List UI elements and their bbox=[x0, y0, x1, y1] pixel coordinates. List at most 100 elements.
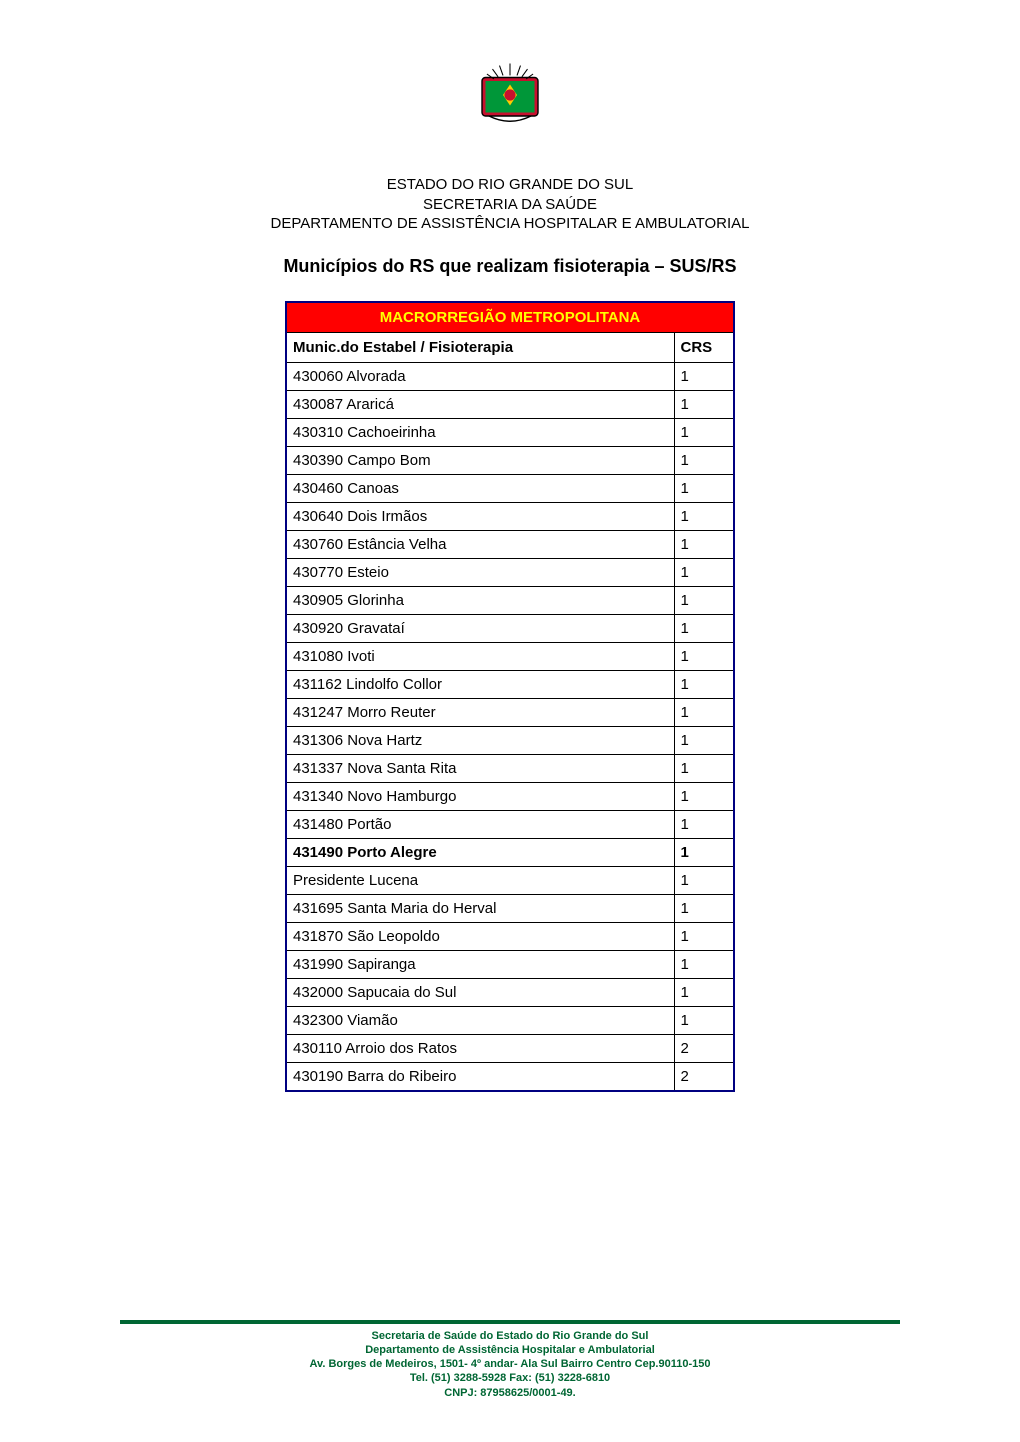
header-line-3: DEPARTAMENTO DE ASSISTÊNCIA HOSPITALAR E… bbox=[0, 214, 1020, 234]
table-row: 431162 Lindolfo Collor1 bbox=[286, 670, 734, 698]
municipio-cell: 431080 Ivoti bbox=[286, 642, 674, 670]
crs-cell: 1 bbox=[674, 670, 734, 698]
crs-cell: 1 bbox=[674, 530, 734, 558]
table-row: 430770 Esteio1 bbox=[286, 558, 734, 586]
header-line-2: SECRETARIA DA SAÚDE bbox=[0, 195, 1020, 215]
municipio-cell: Presidente Lucena bbox=[286, 866, 674, 894]
crs-cell: 2 bbox=[674, 1062, 734, 1091]
column-header-municipio: Munic.do Estabel / Fisioterapia bbox=[286, 332, 674, 362]
municipio-cell: 431490 Porto Alegre bbox=[286, 838, 674, 866]
table-row: 430760 Estância Velha1 bbox=[286, 530, 734, 558]
crs-cell: 1 bbox=[674, 474, 734, 502]
crs-cell: 2 bbox=[674, 1034, 734, 1062]
region-header-row: MACRORREGIÃO METROPOLITANA bbox=[286, 302, 734, 333]
footer-line-4: Tel. (51) 3288-5928 Fax: (51) 3228-6810 bbox=[0, 1371, 1020, 1385]
municipio-cell: 430190 Barra do Ribeiro bbox=[286, 1062, 674, 1091]
crs-cell: 1 bbox=[674, 782, 734, 810]
table-row: 432000 Sapucaia do Sul1 bbox=[286, 978, 734, 1006]
municipio-cell: 431337 Nova Santa Rita bbox=[286, 754, 674, 782]
crs-cell: 1 bbox=[674, 866, 734, 894]
header-line-1: ESTADO DO RIO GRANDE DO SUL bbox=[0, 175, 1020, 195]
crs-cell: 1 bbox=[674, 558, 734, 586]
municipio-cell: 430920 Gravataí bbox=[286, 614, 674, 642]
table-row: 430905 Glorinha1 bbox=[286, 586, 734, 614]
crs-cell: 1 bbox=[674, 754, 734, 782]
table-row: 431337 Nova Santa Rita1 bbox=[286, 754, 734, 782]
table-row: 431695 Santa Maria do Herval1 bbox=[286, 894, 734, 922]
table-row: 430390 Campo Bom1 bbox=[286, 446, 734, 474]
municipio-cell: 431340 Novo Hamburgo bbox=[286, 782, 674, 810]
crs-cell: 1 bbox=[674, 586, 734, 614]
municipio-cell: 430905 Glorinha bbox=[286, 586, 674, 614]
table-row: 430060 Alvorada1 bbox=[286, 362, 734, 390]
logo-container bbox=[0, 60, 1020, 135]
table-row: 431490 Porto Alegre1 bbox=[286, 838, 734, 866]
crs-cell: 1 bbox=[674, 418, 734, 446]
crs-cell: 1 bbox=[674, 894, 734, 922]
crs-cell: 1 bbox=[674, 978, 734, 1006]
table-row: 431480 Portão1 bbox=[286, 810, 734, 838]
municipio-cell: 430087 Araricá bbox=[286, 390, 674, 418]
municipio-cell: 430770 Esteio bbox=[286, 558, 674, 586]
municipio-cell: 432300 Viamão bbox=[286, 1006, 674, 1034]
crs-cell: 1 bbox=[674, 1006, 734, 1034]
table-row: 430920 Gravataí1 bbox=[286, 614, 734, 642]
table-row: 430190 Barra do Ribeiro2 bbox=[286, 1062, 734, 1091]
crs-cell: 1 bbox=[674, 362, 734, 390]
crs-cell: 1 bbox=[674, 390, 734, 418]
footer-line-5: CNPJ: 87958625/0001-49. bbox=[0, 1386, 1020, 1400]
crs-cell: 1 bbox=[674, 698, 734, 726]
footer-line-2: Departamento de Assistência Hospitalar e… bbox=[0, 1343, 1020, 1357]
footer-line-3: Av. Borges de Medeiros, 1501- 4º andar- … bbox=[0, 1357, 1020, 1371]
table-row: 430087 Araricá1 bbox=[286, 390, 734, 418]
footer-line-1: Secretaria de Saúde do Estado do Rio Gra… bbox=[0, 1329, 1020, 1343]
municipio-cell: 431480 Portão bbox=[286, 810, 674, 838]
table-row: 430640 Dois Irmãos1 bbox=[286, 502, 734, 530]
table-row: 430460 Canoas1 bbox=[286, 474, 734, 502]
table-row: 432300 Viamão1 bbox=[286, 1006, 734, 1034]
municipio-cell: 431990 Sapiranga bbox=[286, 950, 674, 978]
crs-cell: 1 bbox=[674, 950, 734, 978]
municipio-cell: 431870 São Leopoldo bbox=[286, 922, 674, 950]
municipios-table: MACRORREGIÃO METROPOLITANA Munic.do Esta… bbox=[285, 301, 735, 1092]
municipio-cell: 430640 Dois Irmãos bbox=[286, 502, 674, 530]
municipio-cell: 430060 Alvorada bbox=[286, 362, 674, 390]
table-row: 431870 São Leopoldo1 bbox=[286, 922, 734, 950]
crs-cell: 1 bbox=[674, 642, 734, 670]
municipio-cell: 430390 Campo Bom bbox=[286, 446, 674, 474]
crs-cell: 1 bbox=[674, 922, 734, 950]
municipio-cell: 432000 Sapucaia do Sul bbox=[286, 978, 674, 1006]
table-row: 431990 Sapiranga1 bbox=[286, 950, 734, 978]
header-text: ESTADO DO RIO GRANDE DO SUL SECRETARIA D… bbox=[0, 175, 1020, 234]
page-title: Municípios do RS que realizam fisioterap… bbox=[0, 256, 1020, 277]
table-row: 431340 Novo Hamburgo1 bbox=[286, 782, 734, 810]
footer-separator-line bbox=[120, 1320, 900, 1324]
municipio-cell: 430460 Canoas bbox=[286, 474, 674, 502]
crs-cell: 1 bbox=[674, 614, 734, 642]
municipio-cell: 431695 Santa Maria do Herval bbox=[286, 894, 674, 922]
column-header-crs: CRS bbox=[674, 332, 734, 362]
table-row: 431080 Ivoti1 bbox=[286, 642, 734, 670]
column-header-row: Munic.do Estabel / Fisioterapia CRS bbox=[286, 332, 734, 362]
table-row: 430310 Cachoeirinha1 bbox=[286, 418, 734, 446]
crs-cell: 1 bbox=[674, 446, 734, 474]
crs-cell: 1 bbox=[674, 502, 734, 530]
crs-cell: 1 bbox=[674, 810, 734, 838]
table-row: Presidente Lucena1 bbox=[286, 866, 734, 894]
table-body: 430060 Alvorada1430087 Araricá1430310 Ca… bbox=[286, 362, 734, 1091]
table-container: MACRORREGIÃO METROPOLITANA Munic.do Esta… bbox=[0, 301, 1020, 1092]
state-crest-logo bbox=[475, 60, 545, 130]
municipio-cell: 431306 Nova Hartz bbox=[286, 726, 674, 754]
municipio-cell: 430110 Arroio dos Ratos bbox=[286, 1034, 674, 1062]
table-row: 430110 Arroio dos Ratos2 bbox=[286, 1034, 734, 1062]
municipio-cell: 430310 Cachoeirinha bbox=[286, 418, 674, 446]
region-header: MACRORREGIÃO METROPOLITANA bbox=[286, 302, 734, 333]
table-row: 431306 Nova Hartz1 bbox=[286, 726, 734, 754]
table-row: 431247 Morro Reuter1 bbox=[286, 698, 734, 726]
municipio-cell: 431162 Lindolfo Collor bbox=[286, 670, 674, 698]
crs-cell: 1 bbox=[674, 838, 734, 866]
municipio-cell: 430760 Estância Velha bbox=[286, 530, 674, 558]
municipio-cell: 431247 Morro Reuter bbox=[286, 698, 674, 726]
crs-cell: 1 bbox=[674, 726, 734, 754]
footer-text: Secretaria de Saúde do Estado do Rio Gra… bbox=[0, 1329, 1020, 1400]
